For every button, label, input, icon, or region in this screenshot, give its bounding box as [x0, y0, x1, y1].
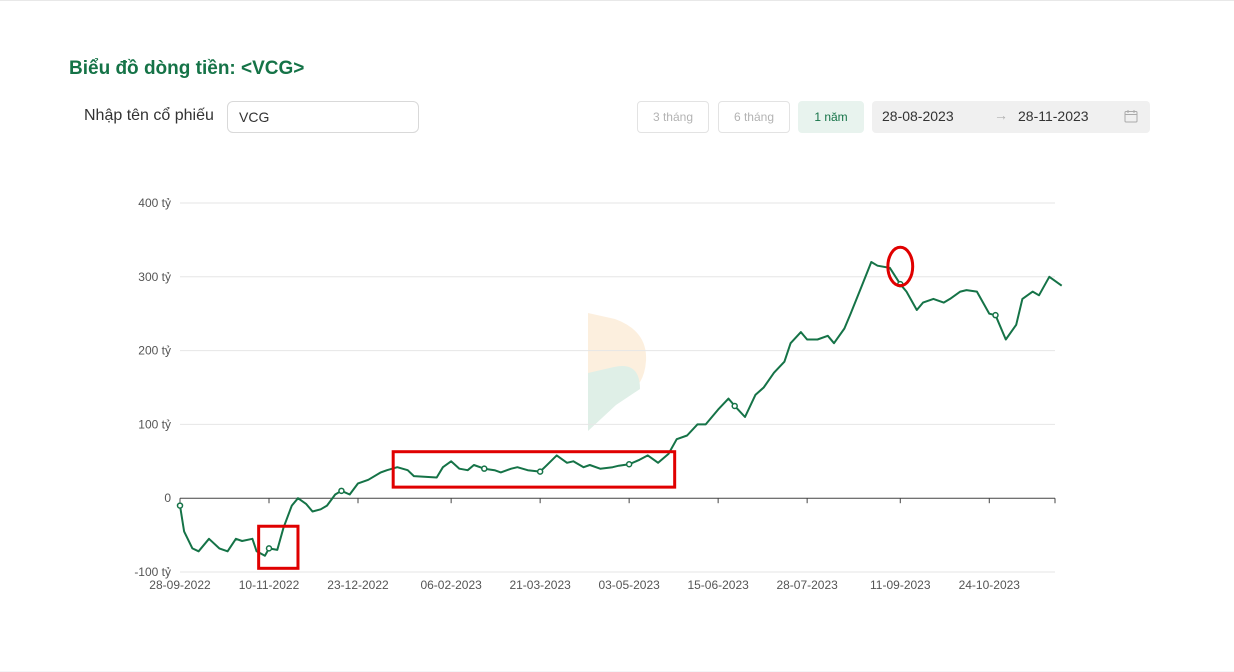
x-tick-label: 15-06-2023 [687, 578, 749, 592]
date-range-arrow-icon: → [994, 107, 1008, 123]
x-tick-label: 11-09-2023 [870, 578, 931, 592]
x-tick-label: 24-10-2023 [959, 578, 1021, 592]
calendar-icon[interactable] [1124, 109, 1138, 123]
data-point [992, 311, 999, 319]
data-point [338, 487, 345, 495]
y-tick-label: 200 tỷ [138, 344, 171, 358]
x-axis: 28-09-2022 10-11-2022 23-12-2022 06-02-2023… [149, 498, 1056, 592]
x-tick-label: 28-07-2023 [776, 578, 838, 592]
y-tick-label: 100 tỷ [138, 417, 171, 431]
page-title: Biểu đồ dòng tiền: <VCG> [69, 58, 305, 79]
data-point [625, 461, 633, 468]
date-range-picker[interactable]: 28-08-2023 → 28-11-2023 [872, 101, 1150, 133]
x-tick-label: 21-03-2023 [509, 578, 571, 592]
date-to[interactable]: 28-11-2023 [1018, 108, 1089, 124]
x-tick-label: 28-09-2022 [149, 578, 211, 592]
highlight-annotations [257, 245, 915, 570]
highlight-circle [886, 245, 915, 288]
series-points [176, 280, 999, 552]
y-tick-label: -100 tỷ [134, 565, 171, 579]
data-point [481, 465, 488, 472]
x-tick-label: 06-02-2023 [420, 578, 482, 592]
y-tick-label: 400 tỷ [138, 196, 171, 210]
y-tick-label: 300 tỷ [138, 270, 171, 284]
x-tick-label: 10-11-2022 [239, 578, 300, 592]
watermark-logo [588, 313, 647, 431]
stock-input-label: Nhập tên cổ phiếu [84, 107, 214, 124]
y-tick-label: 0 [164, 491, 171, 505]
highlight-box [257, 524, 300, 570]
date-from[interactable]: 28-08-2023 [882, 108, 954, 124]
range-1-year-button[interactable]: 1 năm [798, 101, 864, 133]
x-tick-label: 03-05-2023 [598, 578, 660, 592]
highlight-box [391, 450, 677, 489]
data-point [536, 468, 544, 475]
data-point [265, 545, 273, 552]
range-3-months-button[interactable]: 3 tháng [637, 101, 709, 133]
data-point [731, 402, 738, 410]
data-point [176, 502, 184, 509]
stock-input[interactable] [227, 101, 419, 133]
y-axis: -100 tỷ 0 100 tỷ 200 tỷ 300 tỷ 400 tỷ [134, 196, 171, 579]
series-line [179, 261, 1063, 557]
x-tick-label: 23-12-2022 [327, 578, 389, 592]
range-6-months-button[interactable]: 6 tháng [718, 101, 790, 133]
